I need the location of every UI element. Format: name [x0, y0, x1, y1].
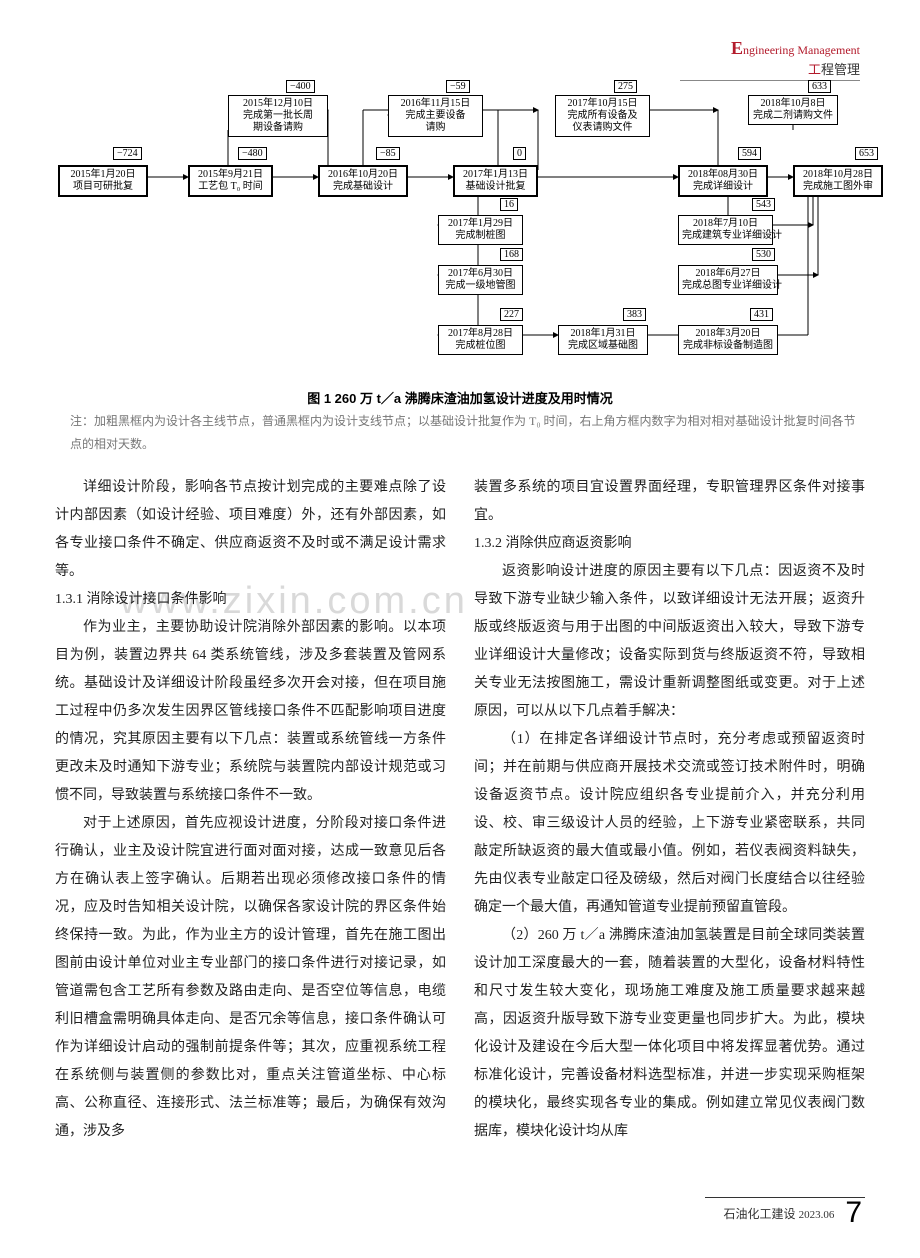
flowchart-tag: −480 [238, 147, 267, 160]
flowchart-tag: −400 [286, 80, 315, 93]
flowchart-node: 2017年10月15日完成所有设备及仪表请购文件 [555, 95, 650, 137]
footer-source: 石油化工建设 [724, 1207, 796, 1221]
flowchart-node: 2018年3月20日完成非标设备制造图 [678, 325, 778, 355]
left-column: 详细设计阶段，影响各节点按计划完成的主要难点除了设计内部因素（如设计经验、项目难… [55, 474, 446, 1146]
flowchart-node: 2016年11月15日完成主要设备请购 [388, 95, 483, 137]
flowchart-node: 2017年6月30日完成一级地管图 [438, 265, 523, 295]
paragraph: 装置多系统的项目宜设置界面经理，专职管理界区条件对接事宜。 [474, 474, 865, 530]
flowchart-node: 2018年10月8日完成二剂请购文件 [748, 95, 838, 125]
paragraph: （2）260 万 t／a 沸腾床渣油加氢装置是目前全球同类装置设计加工深度最大的… [474, 922, 865, 1146]
flowchart-tag: −724 [113, 147, 142, 160]
paragraph: 对于上述原因，首先应视设计进度，分阶段对接口条件进行确认，业主及设计院宜进行面对… [55, 810, 446, 1146]
page-number: 7 [845, 1196, 862, 1229]
subheading: 1.3.1 消除设计接口条件影响 [55, 586, 446, 614]
header-chinese: 工程管理 [680, 59, 860, 78]
body-columns: 详细设计阶段，影响各节点按计划完成的主要难点除了设计内部因素（如设计经验、项目难… [55, 474, 865, 1146]
header-en-initial: E [731, 38, 743, 58]
flowchart-node: 2018年08月30日完成详细设计 [678, 165, 768, 197]
flowchart-tag: 227 [500, 308, 523, 321]
flowchart-node: 2015年12月10日完成第一批长周期设备请购 [228, 95, 328, 137]
header-english: Engineering Management [680, 38, 860, 59]
figure-note: 注：加粗黑框内为设计各主线节点，普通黑框内为设计支线节点；以基础设计批复作为 T… [70, 410, 860, 456]
page-footer: 石油化工建设 2023.06 7 [724, 1196, 862, 1230]
flowchart-tag: 633 [808, 80, 831, 93]
footer-year: 2023.06 [799, 1209, 835, 1221]
flowchart: 2015年1月20日项目可研批复 2015年9月21日工艺包 T₀ 时间 2015年… [58, 80, 858, 380]
flowchart-tag: −59 [446, 80, 470, 93]
paragraph: （1）在排定各详细设计节点时，充分考虑或预留返资时间；并在前期与供应商开展技术交… [474, 726, 865, 922]
flowchart-tag: 530 [752, 248, 775, 261]
flowchart-tag: 0 [513, 147, 526, 160]
flowchart-tag: 275 [614, 80, 637, 93]
paragraph: 作为业主，主要协助设计院消除外部因素的影响。以本项目为例，装置边界共 64 类系… [55, 614, 446, 810]
page-header: Engineering Management 工程管理 [680, 38, 860, 81]
flowchart-tag: 383 [623, 308, 646, 321]
flowchart-node: 2018年1月31日完成区域基础图 [558, 325, 648, 355]
flowchart-tag: 431 [750, 308, 773, 321]
header-cn-red: 工 [808, 62, 821, 77]
flowchart-node: 2017年1月13日基础设计批复 [453, 165, 538, 197]
flowchart-tag: 594 [738, 147, 761, 160]
flowchart-tag: 653 [855, 147, 878, 160]
flowchart-node: 2018年7月10日完成建筑专业详细设计 [678, 215, 773, 245]
header-en-rest: ngineering Management [743, 43, 860, 57]
paragraph: 返资影响设计进度的原因主要有以下几点：因返资不及时导致下游专业缺少输入条件，以致… [474, 558, 865, 726]
flowchart-node: 2016年10月20日完成基础设计 [318, 165, 408, 197]
flowchart-tag: 168 [500, 248, 523, 261]
flowchart-tag: −85 [376, 147, 400, 160]
flowchart-tag: 543 [752, 198, 775, 211]
subheading: 1.3.2 消除供应商返资影响 [474, 530, 865, 558]
flowchart-node: 2017年8月28日完成桩位图 [438, 325, 523, 355]
flowchart-node: 2015年9月21日工艺包 T₀ 时间 [188, 165, 273, 197]
flowchart-node: 2018年10月28日完成施工图外审 [793, 165, 883, 197]
flowchart-node: 2018年6月27日完成总图专业详细设计 [678, 265, 778, 295]
right-column: 装置多系统的项目宜设置界面经理，专职管理界区条件对接事宜。 1.3.2 消除供应… [474, 474, 865, 1146]
paragraph: 详细设计阶段，影响各节点按计划完成的主要难点除了设计内部因素（如设计经验、项目难… [55, 474, 446, 586]
figure-caption: 图 1 260 万 t／a 沸腾床渣油加氢设计进度及用时情况 [50, 388, 870, 407]
flowchart-tag: 16 [500, 198, 518, 211]
flowchart-node: 2015年1月20日项目可研批复 [58, 165, 148, 197]
header-cn-rest: 程管理 [821, 62, 860, 77]
flowchart-node: 2017年1月29日完成制桩图 [438, 215, 523, 245]
